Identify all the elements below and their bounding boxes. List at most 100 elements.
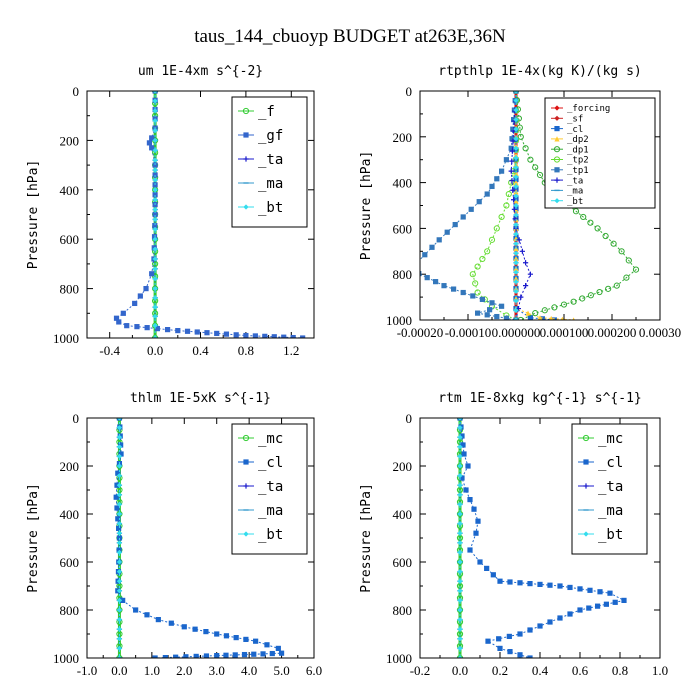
data-point	[507, 649, 513, 655]
data-point	[554, 198, 560, 204]
data-point	[517, 652, 523, 658]
legend-entry: _ta	[258, 152, 283, 168]
data-point	[476, 199, 482, 205]
data-point	[233, 635, 239, 641]
panel-2: rtpthlp 1E-4x(kg K)/(kg s) Pressure [hPa]…	[359, 64, 681, 340]
data-point	[554, 115, 560, 121]
data-point	[144, 325, 150, 331]
x-tick-label: 0.6	[572, 663, 589, 678]
data-point	[537, 581, 543, 587]
data-point	[152, 187, 158, 193]
y-tick-label: 1000	[53, 331, 79, 346]
data-point	[470, 293, 476, 299]
data-point	[116, 482, 123, 488]
data-point	[509, 158, 515, 164]
data-point	[144, 612, 150, 618]
data-point	[484, 312, 490, 318]
data-point	[457, 453, 463, 459]
series-group	[420, 91, 640, 320]
data-point	[457, 540, 463, 546]
data-point	[484, 248, 491, 255]
legend-entry: _ma	[567, 187, 583, 197]
x-tick-label: 1.2	[283, 343, 299, 358]
data-point	[460, 289, 466, 296]
y-tick-label: 600	[393, 555, 413, 570]
panel-4: rtm 1E-8xkg kg^{-1} s^{-1} Pressure [hPa]…	[359, 391, 668, 678]
data-point	[503, 202, 510, 209]
data-point	[517, 133, 524, 140]
x-tick-label: 0.00030	[639, 325, 681, 340]
plot-frame	[86, 417, 315, 659]
data-point	[506, 633, 512, 639]
data-point	[508, 179, 515, 186]
y-tick-label: 600	[60, 232, 80, 247]
legend: _forcing_sf_cl_dp2_dp1_tp2_tp1_ta_ma_bt	[544, 97, 656, 209]
data-point	[516, 237, 522, 243]
data-point	[512, 216, 518, 222]
x-tick-label: 0.000200	[588, 325, 637, 340]
data-point	[513, 155, 519, 161]
data-point	[120, 597, 126, 603]
data-point	[132, 300, 138, 307]
panel-3: thlm 1E-5xK s^{-1} Pressure [hPa] -1.0 0.0 1…	[26, 391, 322, 678]
data-point	[527, 271, 533, 277]
data-point	[152, 223, 158, 229]
data-point	[513, 174, 519, 180]
data-point	[116, 617, 123, 623]
legend-box	[231, 423, 308, 555]
data-point	[152, 335, 158, 338]
data-point	[243, 636, 249, 642]
data-point	[116, 511, 123, 517]
panel-title: thlm 1E-5xK s^{-1}	[130, 391, 271, 406]
legend-entry: _f	[258, 104, 275, 120]
data-point	[457, 607, 463, 613]
data-point	[532, 310, 539, 317]
data-point	[243, 459, 249, 465]
data-point	[583, 459, 589, 465]
data-point	[262, 333, 268, 338]
data-point	[560, 301, 568, 308]
legend: _f _gf _ta _ma _bt	[231, 96, 308, 228]
legend-entry: _cl	[567, 125, 583, 135]
data-point	[194, 329, 200, 335]
data-point	[457, 530, 463, 536]
data-point	[214, 631, 220, 637]
data-point	[115, 470, 121, 476]
data-point	[513, 275, 519, 282]
data-point	[214, 653, 220, 658]
legend-entry: _ma	[258, 176, 283, 192]
data-point	[513, 221, 519, 228]
data-point	[513, 202, 519, 209]
data-point	[243, 132, 249, 138]
data-point	[602, 232, 609, 240]
data-point	[625, 257, 632, 264]
legend-box	[231, 96, 308, 228]
data-point	[485, 638, 491, 644]
data-point	[513, 269, 519, 275]
data-point	[152, 216, 158, 223]
data-point	[116, 626, 123, 632]
data-point	[457, 549, 463, 555]
legend-entry: _mc	[258, 431, 283, 447]
data-point	[537, 623, 543, 629]
data-point	[116, 636, 123, 642]
data-point	[281, 334, 287, 338]
x-tick-label: 0.000100	[540, 325, 589, 340]
data-point	[499, 303, 505, 309]
data-point	[554, 126, 560, 132]
data-point	[580, 213, 587, 221]
data-point	[113, 315, 120, 321]
x-tick-label: 0.000000	[492, 325, 541, 340]
legend: _mc _cl _ta _ma _bt	[231, 423, 308, 555]
data-point	[457, 626, 463, 632]
y-tick-label: 400	[393, 507, 413, 522]
data-point	[459, 433, 465, 439]
data-point	[487, 307, 493, 313]
data-point	[474, 263, 481, 270]
data-point	[613, 282, 620, 289]
data-point	[597, 589, 603, 595]
data-point	[152, 172, 158, 178]
data-point	[152, 266, 158, 272]
data-point	[467, 547, 473, 553]
y-tick-label: 1000	[386, 313, 412, 328]
